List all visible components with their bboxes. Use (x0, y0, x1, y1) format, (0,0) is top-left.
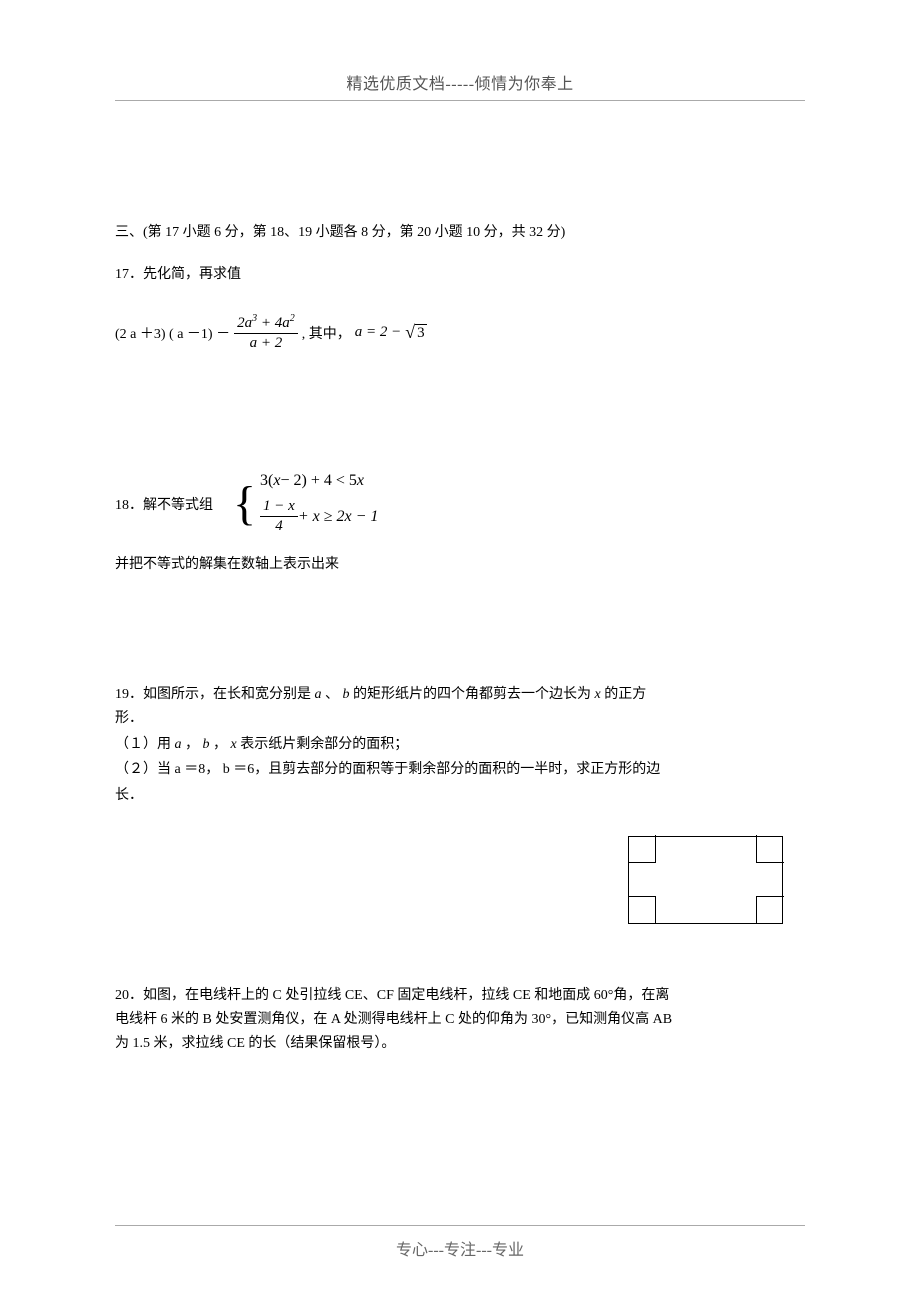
q18-eq2-num: 1 − x (260, 498, 298, 517)
q17-frac-num: 2a3 + 4a2 (234, 313, 298, 334)
q19-diagram (115, 836, 805, 924)
q18-note: 并把不等式的解集在数轴上表示出来 (115, 553, 805, 573)
sqrt-icon: √3 (405, 322, 426, 343)
q20-line2: 电线杆 6 米的 B 处安置测角仪，在 A 处测得电线杆上 C 处的仰角为 30… (115, 1008, 805, 1032)
q18-eq2: 1 − x 4 + x ≥ 2x − 1 (260, 498, 378, 535)
corner-tr (756, 835, 784, 863)
q17-expr-part1: (2 a ＋3) ( a －1) － (115, 323, 230, 343)
q19-line1: 19．如图所示，在长和宽分别是 a 、 b 的矩形纸片的四个角都剪去一个边长为 … (115, 683, 805, 707)
q18-eq1: 3(x − 2) + 4 < 5x (260, 472, 378, 490)
q19-sub2b: 长． (115, 784, 805, 808)
page-header: 精选优质文档-----倾情为你奉上 (115, 70, 805, 101)
q18-equations: 3(x − 2) + 4 < 5x 1 − x 4 + x ≥ 2x − 1 (260, 472, 378, 535)
corner-br (756, 896, 784, 924)
q20-line1: 20．如图，在电线杆上的 C 处引拉线 CE、CF 固定电线杆，拉线 CE 和地… (115, 984, 805, 1008)
q17-formula: (2 a ＋3) ( a －1) － 2a3 + 4a2 a + 2 , 其中，… (115, 313, 805, 352)
q17-comma: , 其中， (302, 323, 351, 343)
q19-sub2a: （２）当 a ＝8， b ＝6，且剪去部分的面积等于剩余部分的面积的一半时，求正… (115, 758, 805, 782)
q17-title: 17．先化简，再求值 (115, 263, 805, 283)
q18-eq2-rest: + x ≥ 2x − 1 (298, 508, 379, 526)
q17-eq-left: a = 2 − (355, 324, 402, 341)
q17-frac-den: a + 2 (247, 334, 286, 352)
q18-system: { 3(x − 2) + 4 < 5x 1 − x 4 + x ≥ 2x − 1 (233, 472, 378, 535)
brace-icon: { (233, 480, 256, 528)
q20-block: 20．如图，在电线杆上的 C 处引拉线 CE、CF 固定电线杆，拉线 CE 和地… (115, 984, 805, 1055)
q18-title: 18．解不等式组 (115, 494, 213, 514)
q18-block: 18．解不等式组 { 3(x − 2) + 4 < 5x 1 − x 4 + x… (115, 472, 805, 535)
q20-line3: 为 1.5 米，求拉线 CE 的长（结果保留根号）。 (115, 1032, 805, 1056)
section-3-title: 三、(第 17 小题 6 分，第 18、19 小题各 8 分，第 20 小题 1… (115, 221, 805, 241)
corner-bl (628, 896, 656, 924)
q18-eq2-den: 4 (272, 517, 286, 535)
q19-line1e: 形． (115, 707, 805, 731)
q17-fraction: 2a3 + 4a2 a + 2 (234, 313, 298, 352)
corner-tl (628, 835, 656, 863)
page-footer: 专心---专注---专业 (115, 1225, 805, 1260)
rectangle-diagram (628, 836, 783, 924)
q19-block: 19．如图所示，在长和宽分别是 a 、 b 的矩形纸片的四个角都剪去一个边长为 … (115, 683, 805, 808)
q19-sub1: （１）用 a ， b ， x 表示纸片剩余部分的面积； (115, 733, 805, 757)
